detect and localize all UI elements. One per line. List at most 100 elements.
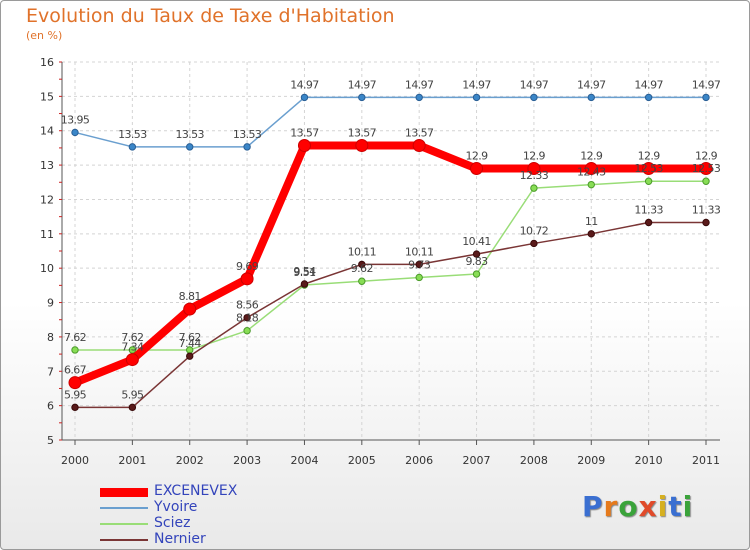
data-point-yvoire [300,93,309,102]
data-label-nernier: 10.41 [462,235,491,248]
data-label-yvoire: 14.97 [405,78,434,91]
series-line-sciez [75,180,706,351]
data-point-yvoire [415,93,423,102]
data-label-nernier: 10.11 [348,245,377,258]
y-tick-label: 15 [40,90,54,103]
data-label-nernier: 10.72 [520,224,549,237]
data-point-yvoire [702,93,710,102]
legend: EXCENEVEX Yvoire Sciez Nernier [100,483,300,548]
x-tick-label: 2003 [233,454,261,467]
legend-label-nernier: Nernier [154,531,206,547]
data-point-sciez [530,184,538,192]
data-label-excenevex: 12.9 [695,150,718,163]
data-point-nernier [243,313,251,322]
data-label-sciez: 8.18 [236,312,259,325]
data-point-excenevex [183,302,197,316]
data-point-excenevex [297,139,311,153]
data-label-nernier: 7.44 [179,337,202,350]
data-label-yvoire: 14.97 [348,78,377,91]
data-point-sciez [358,277,366,285]
data-point-nernier [186,352,194,360]
chart-title: Evolution du Taux de Taxe d'Habitation [26,5,395,27]
legend-item-yvoire: Yvoire [100,499,300,516]
data-point-sciez [644,177,653,185]
data-point-nernier [530,239,538,248]
proxiti-logo: Proxiti [582,490,694,523]
y-tick-label: 10 [40,262,54,275]
y-tick-label: 7 [47,365,54,378]
data-point-yvoire [128,143,137,151]
data-label-nernier: 9.54 [293,265,316,278]
data-label-excenevex: 13.57 [348,127,377,140]
legend-swatch-yvoire [100,507,148,509]
y-tick-label: 11 [40,228,54,241]
data-point-yvoire [186,143,194,151]
legend-label-yvoire: Yvoire [154,499,198,515]
data-point-nernier [128,403,137,412]
data-label-nernier: 8.56 [236,299,259,312]
data-point-excenevex [642,162,656,176]
data-label-excenevex: 13.57 [290,127,319,140]
data-label-yvoire: 14.97 [520,78,549,91]
y-tick-label: 6 [47,400,54,413]
data-point-sciez [587,180,595,189]
data-label-yvoire: 14.97 [692,78,721,91]
x-tick-label: 2002 [176,454,204,467]
legend-label-excenevex: EXCENEVEX [154,483,238,499]
data-point-excenevex [68,376,82,390]
data-label-nernier: 11 [585,215,598,228]
data-point-excenevex [470,162,484,176]
legend-swatch-nernier [100,539,148,541]
data-label-nernier: 5.95 [121,388,144,401]
data-point-excenevex [412,139,426,153]
data-label-excenevex: 12.9 [465,150,488,163]
data-label-yvoire: 13.95 [61,113,90,126]
data-label-sciez: 12.43 [577,166,606,179]
data-label-nernier: 11.33 [634,203,663,216]
data-label-nernier: 5.95 [64,388,87,401]
data-point-excenevex [125,353,139,367]
data-label-excenevex: 12.9 [580,150,603,163]
data-label-sciez: 12.53 [692,162,721,175]
gridlines [62,61,720,440]
x-tick-label: 2008 [520,454,548,467]
data-label-excenevex: 12.9 [638,150,661,163]
data-label-yvoire: 13.53 [175,128,204,141]
data-label-sciez: 12.53 [634,162,663,175]
data-point-sciez [472,270,481,278]
data-label-yvoire: 13.53 [118,128,147,141]
y-tick-label: 13 [40,159,54,172]
data-label-sciez: 12.33 [520,169,549,182]
series-line-nernier [75,221,706,409]
data-label-sciez: 7.62 [121,331,143,344]
series-line-yvoire [74,96,706,148]
data-label-yvoire: 14.97 [577,78,606,91]
data-label-yvoire: 14.97 [634,78,663,91]
data-point-yvoire [243,143,251,151]
legend-item-excenevex: EXCENEVEX [100,483,300,500]
series-lines [68,93,713,412]
data-point-sciez [71,346,79,354]
data-point-sciez [415,273,423,282]
data-label-excenevex: 13.57 [405,127,434,140]
data-point-yvoire [472,93,481,102]
data-point-nernier [587,230,595,238]
data-label-excenevex: 6.67 [64,364,87,377]
data-point-nernier [358,260,366,269]
y-tick-label: 14 [40,125,54,138]
data-label-excenevex: 9.69 [236,260,259,273]
data-label-excenevex: 8.81 [179,290,201,303]
y-tick-label: 8 [47,331,54,344]
data-label-sciez: 7.62 [64,331,86,344]
x-tick-label: 2011 [692,454,720,467]
data-label-sciez: 9.83 [465,255,488,268]
data-point-excenevex [355,139,369,153]
data-label-yvoire: 13.53 [233,128,262,141]
x-tick-label: 2005 [348,454,376,467]
legend-item-sciez: Sciez [100,515,300,532]
data-point-yvoire [587,93,595,102]
data-label-sciez: 9.73 [408,258,431,271]
legend-swatch-sciez [100,523,148,525]
